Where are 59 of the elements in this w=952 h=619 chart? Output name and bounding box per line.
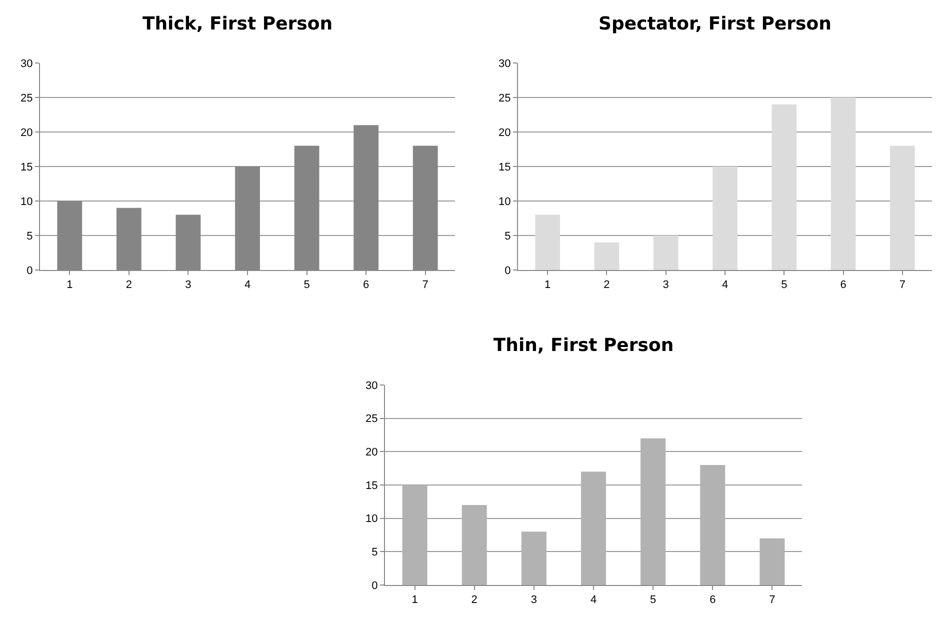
bar bbox=[890, 146, 915, 270]
y-tick-label: 30 bbox=[366, 380, 378, 392]
x-tick-label: 3 bbox=[185, 279, 192, 292]
x-tick-label: 3 bbox=[662, 279, 669, 292]
bar bbox=[653, 236, 678, 270]
x-tick-label: 5 bbox=[781, 279, 788, 292]
chart-title: Thick, First Person bbox=[142, 13, 333, 34]
bar bbox=[700, 465, 726, 585]
bar bbox=[594, 242, 620, 270]
y-tick-label: 5 bbox=[372, 546, 378, 559]
bar bbox=[402, 485, 428, 585]
bar bbox=[760, 538, 785, 585]
y-tick-label: 10 bbox=[366, 513, 378, 526]
x-tick-label: 7 bbox=[769, 594, 776, 606]
y-tick-label: 25 bbox=[366, 413, 378, 426]
y-tick-label: 5 bbox=[504, 230, 511, 242]
x-tick-label: 5 bbox=[304, 279, 310, 292]
y-tick-label: 20 bbox=[498, 126, 511, 139]
bar bbox=[580, 472, 606, 585]
bar bbox=[712, 166, 738, 270]
x-tick-label: 1 bbox=[544, 279, 551, 292]
y-tick-label: 25 bbox=[20, 92, 33, 104]
y-tick-label: 15 bbox=[498, 161, 511, 174]
x-tick-label: 6 bbox=[710, 594, 716, 606]
x-tick-label: 4 bbox=[590, 594, 597, 606]
y-tick-label: 20 bbox=[366, 446, 378, 459]
x-tick-label: 2 bbox=[471, 594, 478, 606]
x-tick-label: 5 bbox=[650, 594, 656, 606]
x-tick-label: 2 bbox=[126, 279, 132, 292]
x-tick-label: 4 bbox=[244, 279, 251, 292]
y-tick-label: 20 bbox=[20, 126, 33, 139]
y-tick-label: 0 bbox=[504, 264, 511, 277]
x-tick-label: 3 bbox=[530, 594, 537, 606]
x-tick-label: 1 bbox=[66, 279, 73, 292]
x-tick-label: 6 bbox=[840, 279, 846, 292]
x-tick-label: 2 bbox=[604, 279, 610, 292]
y-tick-label: 10 bbox=[20, 196, 33, 208]
chart-title: Spectator, First Person bbox=[598, 13, 832, 34]
y-tick-label: 0 bbox=[26, 264, 33, 277]
x-tick-label: 1 bbox=[412, 594, 418, 606]
x-tick-label: 6 bbox=[363, 279, 370, 292]
y-tick-label: 15 bbox=[20, 161, 33, 174]
y-tick-label: 25 bbox=[498, 92, 511, 104]
y-tick-label: 30 bbox=[20, 58, 33, 70]
chart-title: Thin, First Person bbox=[493, 335, 674, 356]
bar bbox=[640, 438, 666, 585]
y-tick-label: 10 bbox=[498, 196, 511, 208]
bar bbox=[830, 98, 856, 270]
y-tick-label: 0 bbox=[372, 580, 378, 592]
y-tick-label: 15 bbox=[366, 480, 378, 492]
x-tick-label: 7 bbox=[422, 279, 428, 292]
x-tick-label: 7 bbox=[899, 279, 906, 292]
bar bbox=[772, 104, 797, 270]
y-tick-label: 5 bbox=[26, 230, 33, 242]
x-tick-label: 4 bbox=[722, 279, 728, 292]
bar bbox=[535, 214, 560, 270]
bar bbox=[521, 532, 546, 585]
bar bbox=[462, 505, 487, 585]
y-tick-label: 30 bbox=[498, 58, 511, 70]
